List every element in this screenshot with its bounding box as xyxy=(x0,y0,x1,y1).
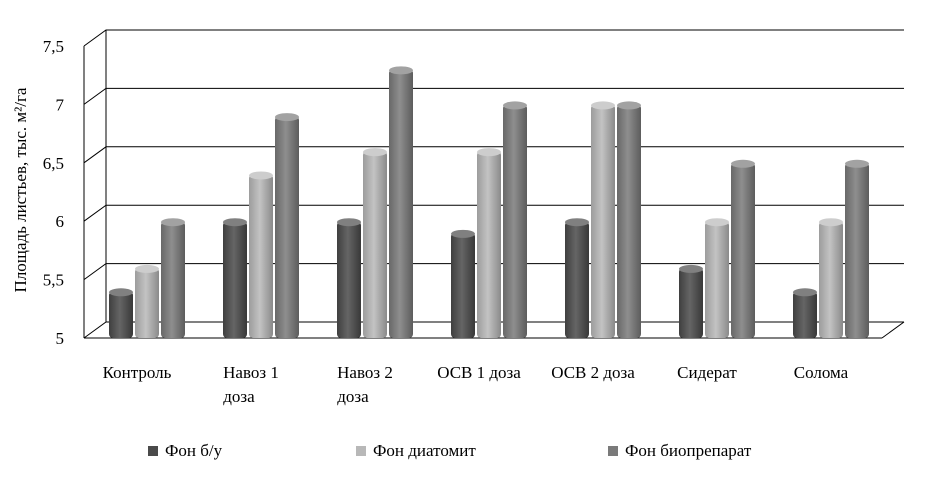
y-tick-label: 6 xyxy=(56,212,65,231)
bar-front-face xyxy=(845,162,869,338)
bar xyxy=(819,218,843,338)
x-category-label: Солома xyxy=(794,363,849,382)
bar-front-face xyxy=(819,221,843,338)
bar-top-cap xyxy=(503,101,527,110)
bar-front-face xyxy=(223,221,247,338)
bar-top-cap xyxy=(275,113,299,122)
bar-front-face xyxy=(705,221,729,338)
bar-front-face xyxy=(109,291,133,338)
legend-item: Фон б/у xyxy=(148,441,223,460)
bar-top-cap xyxy=(793,288,817,297)
floor-right-edge xyxy=(881,321,905,339)
y-tick-label: 6,5 xyxy=(43,154,64,173)
bars xyxy=(109,66,869,339)
bar xyxy=(363,148,387,338)
bar xyxy=(223,218,247,338)
bar xyxy=(793,288,817,338)
bar-front-face xyxy=(793,291,817,338)
legend-item: Фон биопрепарат xyxy=(608,441,752,460)
bar-front-face xyxy=(591,104,615,339)
bar-top-cap xyxy=(591,101,615,110)
bar-top-cap xyxy=(679,264,703,273)
bar-top-cap xyxy=(389,66,413,75)
bar-top-cap xyxy=(845,159,869,168)
y-tick-label: 5,5 xyxy=(43,271,64,290)
bar xyxy=(503,101,527,339)
bar-front-face xyxy=(477,151,501,338)
bar-front-face xyxy=(731,162,755,338)
gridline xyxy=(83,29,904,47)
bar xyxy=(451,229,475,338)
bar-front-face xyxy=(363,151,387,338)
bar xyxy=(135,264,159,338)
y-axis-title: Площадь листьев, тыс. м²/га xyxy=(11,87,30,292)
bar-front-face xyxy=(249,174,273,338)
bar-top-cap xyxy=(617,101,641,110)
bar-front-face xyxy=(135,267,159,338)
bar-front-face xyxy=(679,267,703,338)
x-category-label: Навоз 2 доза xyxy=(337,363,393,406)
gridline xyxy=(83,87,904,105)
bar-front-face xyxy=(389,69,413,339)
y-axis-ticks: 5 5,5 6 6,5 7 7,5 xyxy=(43,37,65,348)
legend-swatch xyxy=(356,446,366,456)
bar-front-face xyxy=(161,221,185,338)
bar xyxy=(591,101,615,339)
bar xyxy=(389,66,413,339)
bar-front-face xyxy=(503,104,527,339)
legend-label: Фон б/у xyxy=(165,441,223,460)
bar xyxy=(337,218,361,338)
bar-top-cap xyxy=(451,229,475,238)
bar-top-cap xyxy=(819,218,843,227)
bar xyxy=(477,148,501,338)
bar xyxy=(275,113,299,338)
bar xyxy=(845,159,869,338)
bar xyxy=(679,264,703,338)
bar-front-face xyxy=(565,221,589,338)
bar-top-cap xyxy=(337,218,361,227)
x-category-label: ОСВ 2 доза xyxy=(551,363,635,382)
bar-top-cap xyxy=(477,148,501,157)
bar-top-cap xyxy=(705,218,729,227)
bar xyxy=(731,159,755,338)
bar xyxy=(617,101,641,339)
bar-top-cap xyxy=(223,218,247,227)
bar xyxy=(565,218,589,338)
x-category-label: Контроль xyxy=(103,363,172,382)
bar-top-cap xyxy=(363,148,387,157)
bar-top-cap xyxy=(731,159,755,168)
y-tick-label: 7 xyxy=(56,95,65,114)
bar-front-face xyxy=(275,116,299,338)
bar xyxy=(249,171,273,338)
bar-front-face xyxy=(617,104,641,339)
x-category-label: Навоз 1 доза xyxy=(223,363,279,406)
bar-top-cap xyxy=(565,218,589,227)
x-category-label: ОСВ 1 доза xyxy=(437,363,521,382)
y-axis-label: Площадь листьев, тыс. м²/га xyxy=(11,87,30,292)
legend-label: Фон биопрепарат xyxy=(625,441,752,460)
bar-top-cap xyxy=(109,288,133,297)
gridlines xyxy=(83,29,904,339)
legend: Фон б/у Фон диатомит Фон биопрепарат xyxy=(148,441,752,460)
x-category-label: Сидерат xyxy=(677,363,737,382)
legend-item: Фон диатомит xyxy=(356,441,476,460)
bar-top-cap xyxy=(161,218,185,227)
bar-top-cap xyxy=(249,171,273,180)
bar xyxy=(161,218,185,338)
bar xyxy=(109,288,133,338)
bar-top-cap xyxy=(135,264,159,273)
y-tick-label: 7,5 xyxy=(43,37,64,56)
legend-label: Фон диатомит xyxy=(373,441,476,460)
bar xyxy=(705,218,729,338)
x-axis-categories: Контроль Навоз 1 доза Навоз 2 доза ОСВ 1 доза… xyxy=(103,363,849,406)
y-tick-label: 5 xyxy=(56,329,65,348)
legend-swatch xyxy=(608,446,618,456)
bar-front-face xyxy=(337,221,361,338)
legend-swatch xyxy=(148,446,158,456)
bar-front-face xyxy=(451,232,475,338)
